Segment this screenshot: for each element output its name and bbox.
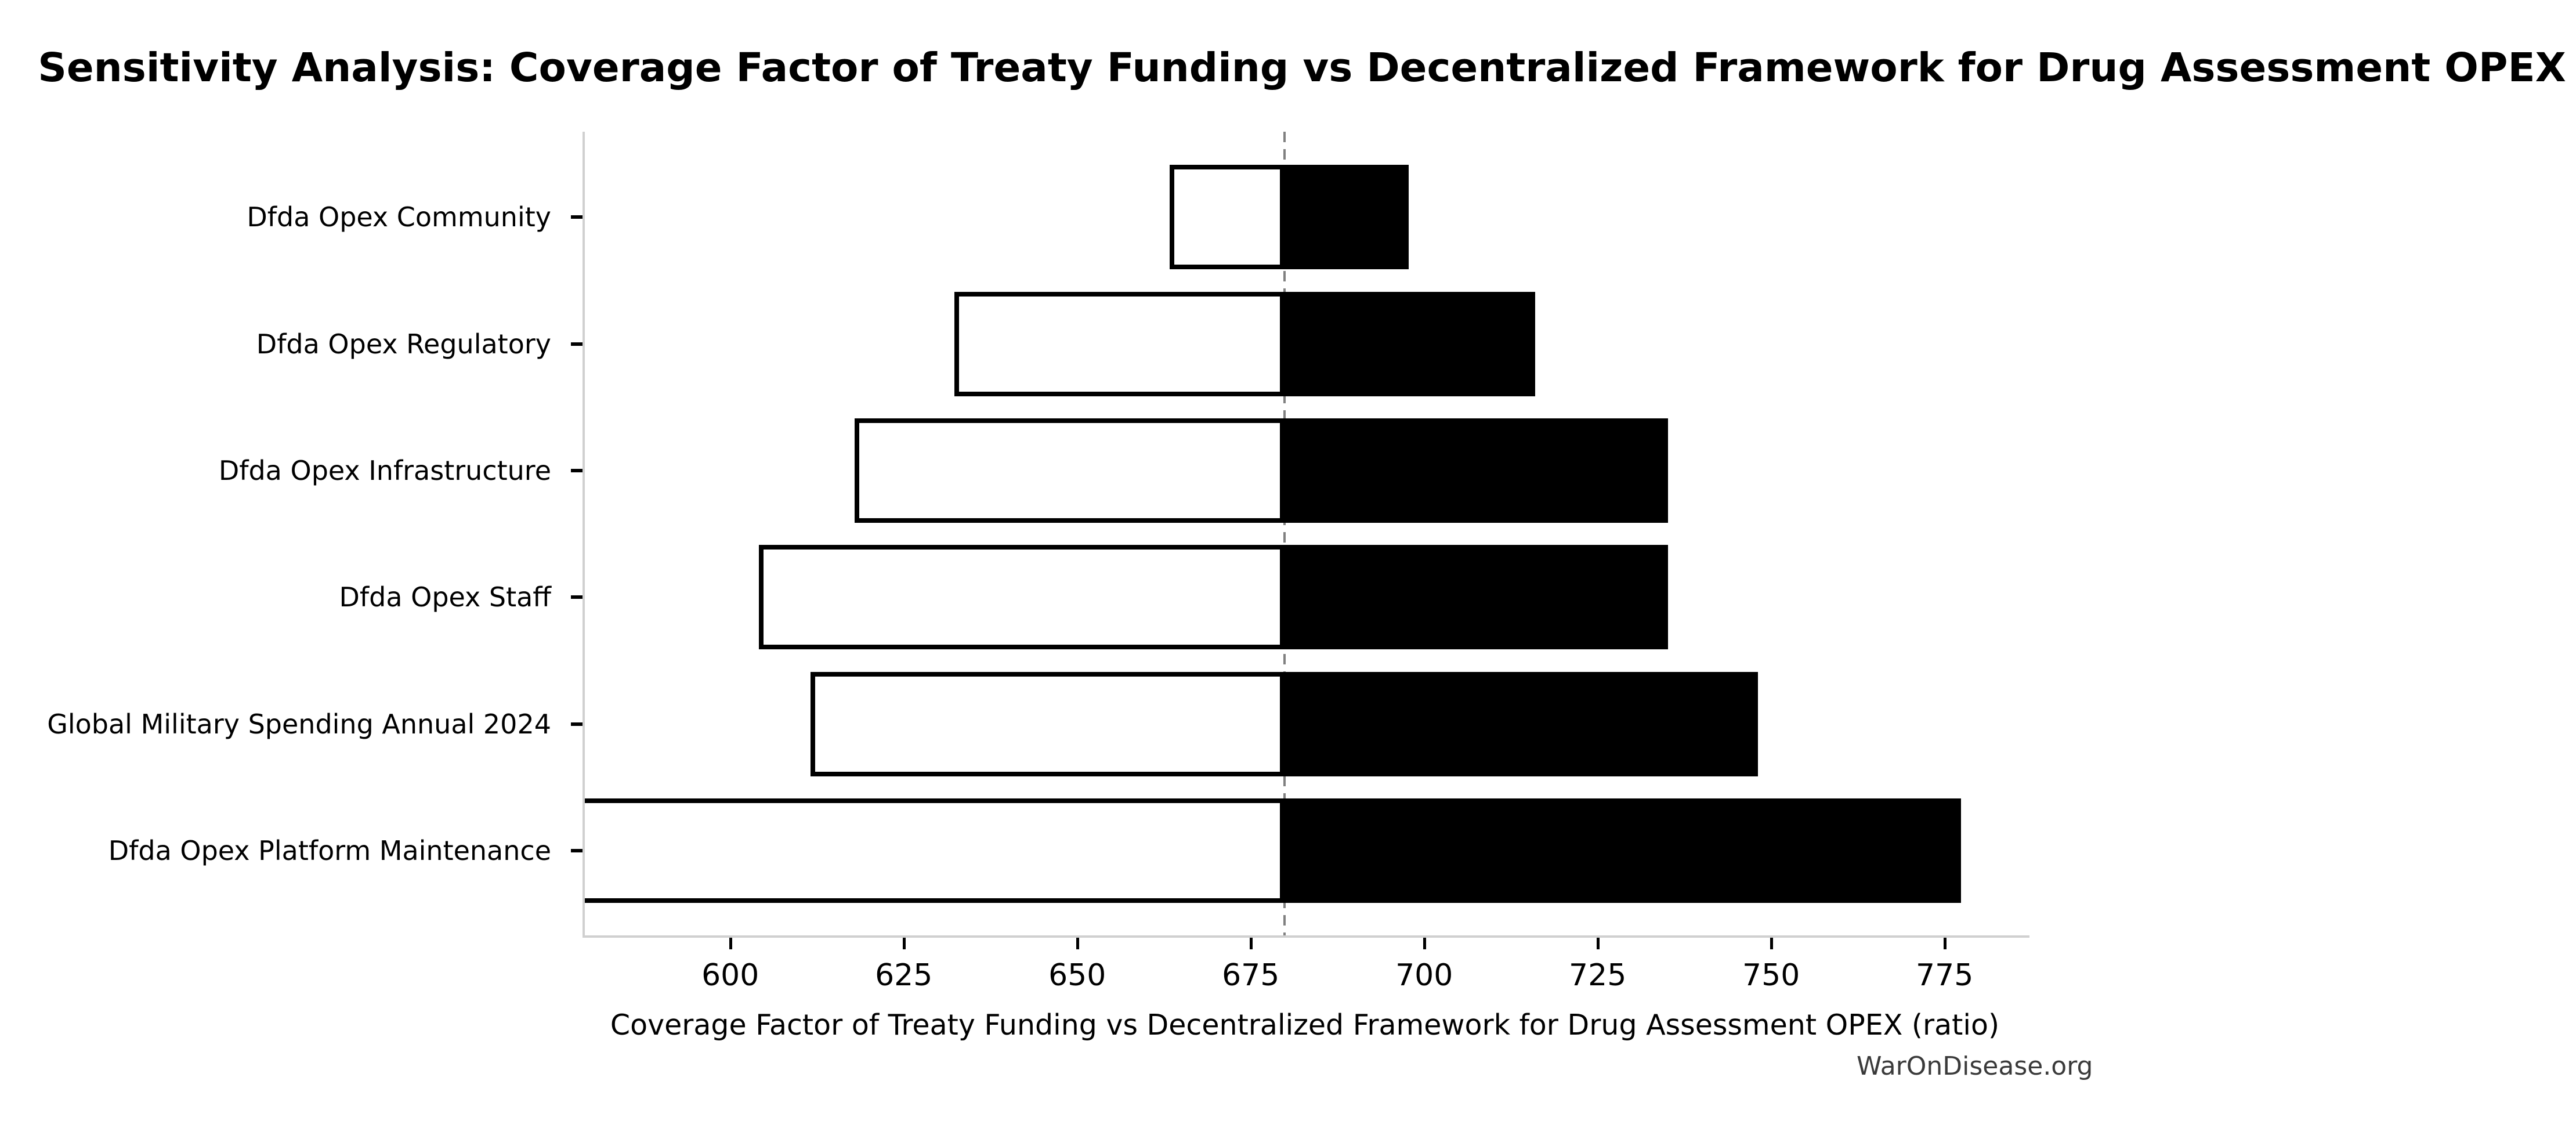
chart-title: Sensitivity Analysis: Coverage Factor of…	[38, 45, 2566, 91]
bar-high-segment	[1284, 671, 1759, 776]
x-axis-tick	[1770, 938, 1773, 949]
bar-low-segment	[954, 291, 1285, 396]
x-axis-tick	[729, 938, 732, 949]
category-label: Global Military Spending Annual 2024	[47, 708, 551, 740]
x-tick-label: 650	[1048, 958, 1106, 993]
baseline-dashed-line	[1283, 132, 1286, 935]
x-tick-label: 625	[875, 958, 933, 993]
x-axis-tick	[1423, 938, 1426, 949]
x-axis-tick	[902, 938, 906, 949]
bar-high-segment	[1284, 291, 1536, 396]
y-axis-tick	[571, 595, 583, 599]
category-label: Dfda Opex Platform Maintenance	[108, 834, 551, 866]
plot-area	[583, 132, 2029, 938]
bar-low-segment	[855, 418, 1285, 523]
watermark: WarOnDisease.org	[1857, 1051, 2093, 1081]
y-axis-tick	[571, 342, 583, 346]
x-axis-label: Coverage Factor of Treaty Funding vs Dec…	[610, 1009, 2000, 1042]
bar-high-segment	[1284, 418, 1668, 523]
x-axis-tick	[1596, 938, 1600, 949]
y-axis-tick	[571, 848, 583, 852]
category-label: Dfda Opex Regulatory	[256, 328, 551, 360]
x-tick-label: 700	[1395, 958, 1453, 993]
bar-high-segment	[1284, 165, 1409, 270]
category-label: Dfda Opex Staff	[339, 581, 551, 613]
category-label: Dfda Opex Community	[247, 201, 551, 233]
x-axis-tick	[1076, 938, 1079, 949]
x-tick-label: 750	[1742, 958, 1800, 993]
bar-low-segment	[810, 671, 1285, 776]
x-tick-label: 600	[701, 958, 759, 993]
y-axis-tick	[571, 215, 583, 219]
x-tick-label: 775	[1916, 958, 1974, 993]
x-axis-tick	[1249, 938, 1253, 949]
y-axis-tick	[571, 468, 583, 472]
bar-low-segment	[585, 798, 1285, 903]
x-tick-label: 675	[1222, 958, 1280, 993]
y-axis-tick	[571, 722, 583, 726]
bar-low-segment	[759, 545, 1285, 650]
x-tick-label: 725	[1569, 958, 1627, 993]
bar-high-segment	[1284, 798, 1961, 903]
x-axis-tick	[1943, 938, 1947, 949]
bar-high-segment	[1284, 545, 1668, 650]
bar-low-segment	[1170, 165, 1285, 270]
category-label: Dfda Opex Infrastructure	[218, 454, 551, 486]
